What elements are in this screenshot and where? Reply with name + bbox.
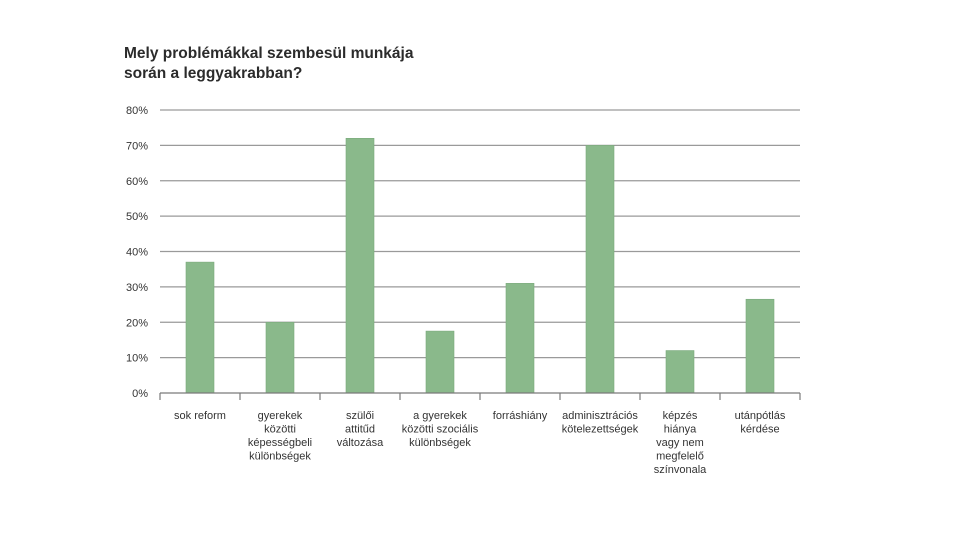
chart-title-line-2: során a leggyakrabban?	[124, 65, 302, 82]
x-category-label: szülői attitűd változása	[337, 410, 384, 449]
x-category-label: gyerekek közötti képességbeli különbségek	[248, 410, 312, 463]
bar	[665, 350, 695, 394]
x-category-label: képzés hiánya vagy nem megfelelő színvonala	[654, 410, 707, 476]
y-axis-tick-labels: 0% 10% 20% 30% 40% 50% 60% 70% 80%	[126, 105, 148, 400]
chart-title: Mely problémákkal szembesül munkája során…	[124, 45, 414, 82]
x-category-label: adminisztrációs kötelezettségek	[562, 410, 639, 436]
x-axis-category-labels: sok reform gyerekek közötti képességbeli kül…	[174, 410, 786, 476]
bar	[425, 330, 455, 394]
x-axis	[159, 392, 801, 400]
y-tick-label: 70%	[126, 140, 148, 152]
bar	[185, 261, 215, 394]
y-tick-label: 0%	[132, 388, 148, 400]
bar	[745, 298, 775, 394]
bars	[185, 138, 775, 394]
bar	[505, 283, 535, 394]
y-tick-label: 30%	[126, 282, 148, 294]
bar	[345, 138, 375, 394]
y-tick-label: 80%	[126, 105, 148, 117]
y-tick-label: 20%	[126, 317, 148, 329]
y-tick-label: 10%	[126, 353, 148, 365]
bar	[585, 145, 615, 394]
x-category-label: utánpótlás kérdése	[735, 410, 786, 436]
bar	[265, 321, 295, 394]
gridlines	[160, 109, 800, 359]
y-tick-label: 60%	[126, 176, 148, 188]
x-category-label: sok reform	[174, 410, 226, 422]
x-category-label: a gyerekek közötti szociális különbségek	[402, 410, 479, 449]
chart-title-line-1: Mely problémákkal szembesül munkája	[124, 45, 414, 62]
y-tick-label: 40%	[126, 247, 148, 259]
y-tick-label: 50%	[126, 211, 148, 223]
x-category-label: forráshiány	[493, 410, 548, 422]
